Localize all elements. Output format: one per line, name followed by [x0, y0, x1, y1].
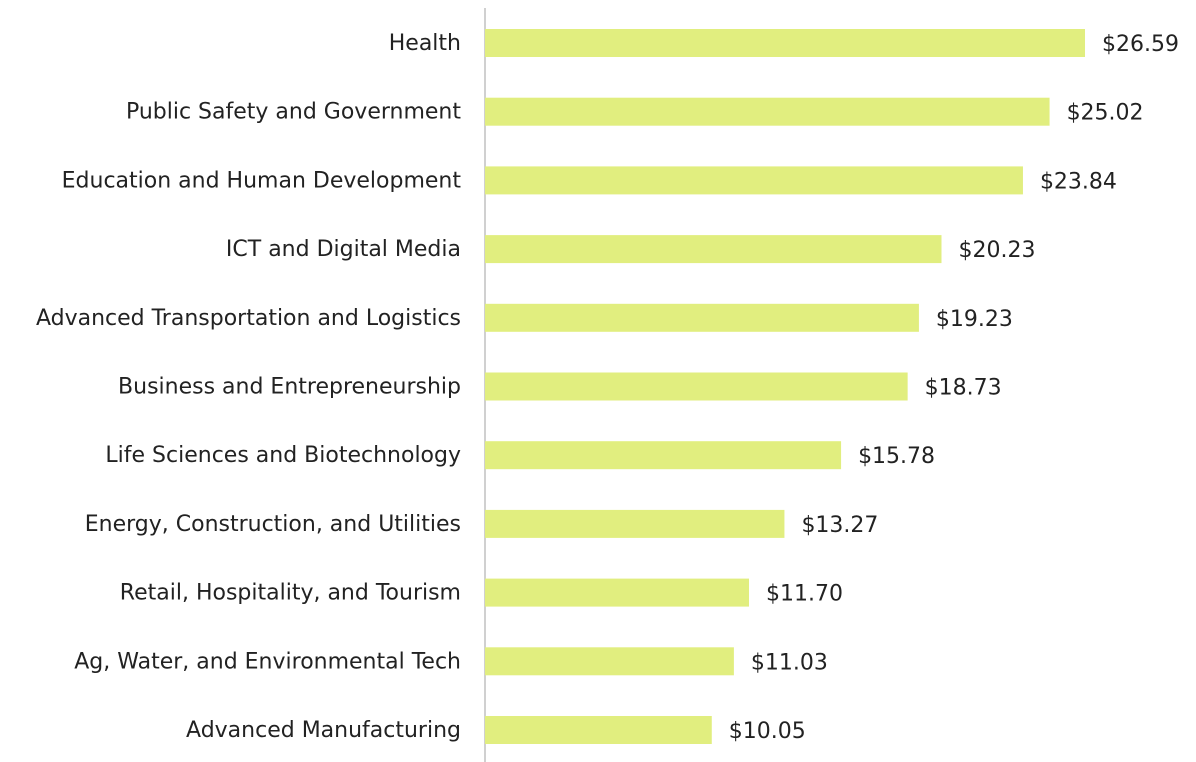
- bar: [485, 716, 712, 744]
- category-label: Advanced Manufacturing: [186, 718, 461, 743]
- value-label: $15.78: [858, 444, 935, 469]
- category-label: Advanced Transportation and Logistics: [36, 306, 461, 331]
- value-label: $18.73: [925, 376, 1002, 401]
- category-label: Health: [389, 31, 461, 56]
- category-label: Business and Entrepreneurship: [118, 375, 461, 400]
- bar: [485, 29, 1086, 57]
- bar: [485, 509, 785, 538]
- bar: [485, 578, 750, 607]
- bar: [485, 97, 1050, 126]
- category-label: Retail, Hospitality, and Tourism: [120, 581, 461, 606]
- bar: [485, 166, 1023, 195]
- category-label: Ag, Water, and Environmental Tech: [74, 649, 461, 674]
- category-label: ICT and Digital Media: [226, 237, 461, 262]
- value-label: $11.70: [766, 582, 843, 607]
- bar: [485, 441, 842, 470]
- value-label: $23.84: [1040, 169, 1117, 194]
- value-label: $13.27: [801, 513, 878, 538]
- value-label: $26.59: [1102, 32, 1179, 57]
- value-label: $10.05: [729, 719, 806, 744]
- category-label: Public Safety and Government: [126, 100, 461, 125]
- bar: [485, 647, 734, 676]
- bar: [485, 303, 919, 332]
- category-label: Education and Human Development: [62, 168, 462, 193]
- bar: [485, 372, 908, 401]
- value-label: $19.23: [936, 307, 1013, 332]
- value-label: $20.23: [958, 238, 1035, 263]
- category-label: Energy, Construction, and Utilities: [85, 512, 461, 537]
- value-label: $11.03: [751, 650, 828, 675]
- value-label: $25.02: [1067, 101, 1144, 126]
- bar: [485, 235, 942, 264]
- category-label: Life Sciences and Biotechnology: [105, 443, 461, 468]
